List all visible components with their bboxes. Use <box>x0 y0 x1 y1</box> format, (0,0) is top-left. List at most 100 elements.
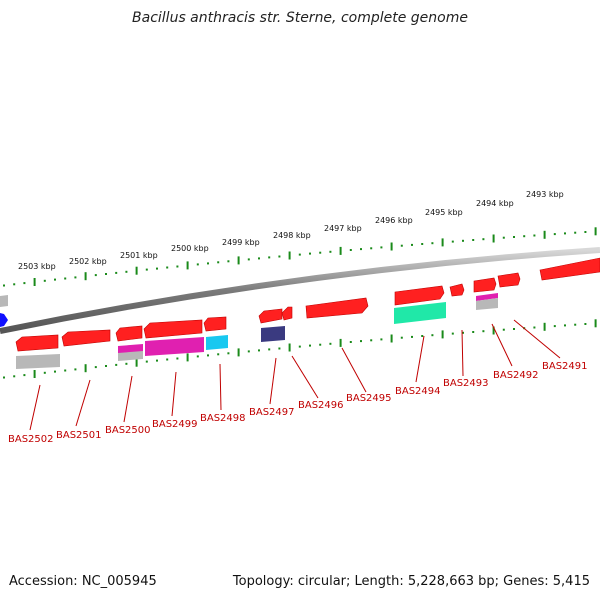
scale-track-inner <box>3 319 597 379</box>
minor-tick <box>268 256 271 259</box>
minor-tick <box>574 231 577 234</box>
accession-label: Accession: NC_005945 <box>9 574 157 589</box>
minor-tick <box>533 234 536 237</box>
minor-tick <box>258 349 260 352</box>
minor-tick <box>196 263 199 266</box>
major-tick <box>135 266 138 275</box>
feature-bar <box>476 298 498 310</box>
gene-labels: BAS2502 BAS2501 BAS2500 BAS2499 BAS2498 … <box>8 361 588 445</box>
genome-backbone <box>0 247 600 334</box>
scale-label: 2493 kbp <box>526 190 564 199</box>
scale-label: 2499 kbp <box>222 238 260 247</box>
major-tick <box>237 348 240 357</box>
major-tick <box>543 230 546 239</box>
minor-tick <box>553 325 556 328</box>
gene-label: BAS2494 <box>395 386 441 397</box>
blue-feature <box>0 313 8 327</box>
minor-tick <box>523 235 526 238</box>
map-title: Bacillus anthracis str. Sterne, complete… <box>132 10 468 26</box>
cds-arrow <box>258 308 283 324</box>
minor-tick <box>462 239 464 242</box>
cds-arrow <box>539 257 600 281</box>
major-tick <box>33 370 36 378</box>
major-tick <box>441 330 444 339</box>
minor-tick <box>94 366 97 369</box>
minor-tick <box>43 371 46 374</box>
cds-arrow <box>143 319 203 339</box>
minor-tick <box>278 255 281 258</box>
gene-label: BAS2496 <box>298 400 344 411</box>
minor-tick <box>74 276 77 279</box>
minor-tick <box>207 262 209 265</box>
cds-arrow <box>473 277 497 293</box>
annotation-bars <box>16 293 498 369</box>
minor-tick <box>584 231 587 233</box>
minor-tick <box>105 365 107 367</box>
minor-tick <box>513 328 515 330</box>
minor-tick <box>533 326 536 329</box>
minor-tick <box>349 249 352 251</box>
minor-tick <box>217 261 220 264</box>
gene-label: BAS2492 <box>493 370 539 381</box>
scale-label: 2496 kbp <box>375 216 413 225</box>
feature-bar <box>16 354 60 369</box>
minor-tick <box>564 232 566 235</box>
minor-tick <box>400 336 403 339</box>
major-tick <box>186 261 189 270</box>
cds-arrow <box>0 295 8 307</box>
scale-labels: 2503 kbp 2502 kbp 2501 kbp 2500 kbp 2499… <box>18 190 564 271</box>
minor-tick <box>431 334 434 337</box>
minor-tick <box>207 354 209 357</box>
minor-tick <box>166 266 169 269</box>
genome-stats: Topology: circular; Length: 5,228,663 bp… <box>232 574 590 589</box>
minor-tick <box>319 343 322 346</box>
minor-tick <box>176 265 179 268</box>
minor-tick <box>319 251 322 254</box>
scale-label: 2502 kbp <box>69 257 107 266</box>
major-tick <box>84 272 87 281</box>
minor-tick <box>64 277 67 280</box>
minor-tick <box>13 283 16 286</box>
minor-tick <box>349 341 352 343</box>
minor-tick <box>553 233 556 236</box>
scale-label: 2494 kbp <box>476 199 514 208</box>
minor-tick <box>564 324 566 327</box>
callout-lines <box>29 319 561 431</box>
scale-label: 2501 kbp <box>120 251 158 260</box>
minor-tick <box>584 323 587 325</box>
minor-tick <box>502 236 505 239</box>
major-tick <box>339 246 342 255</box>
cds-arrow <box>281 306 293 321</box>
minor-tick <box>370 247 373 250</box>
major-tick <box>390 242 393 251</box>
minor-tick <box>196 355 199 358</box>
minor-tick <box>329 342 332 345</box>
minor-tick <box>574 323 577 326</box>
gene-label: BAS2493 <box>443 378 489 389</box>
minor-tick <box>156 267 158 270</box>
feature-bar <box>261 326 285 342</box>
minor-tick <box>411 335 413 338</box>
gene-label: BAS2501 <box>56 430 102 441</box>
minor-tick <box>421 243 424 245</box>
minor-tick <box>513 236 515 238</box>
major-tick <box>492 234 495 243</box>
minor-tick <box>115 363 118 366</box>
feature-bar <box>118 351 143 361</box>
minor-tick <box>472 331 475 333</box>
major-tick <box>288 343 291 352</box>
scale-label: 2498 kbp <box>273 231 311 240</box>
gene-label: BAS2495 <box>346 393 392 404</box>
minor-tick <box>145 360 148 363</box>
minor-tick <box>380 246 383 249</box>
cds-arrow <box>305 297 369 319</box>
cds-arrow <box>115 325 143 342</box>
forward-features <box>0 257 600 319</box>
cds-arrow <box>61 329 111 347</box>
major-tick <box>441 238 444 247</box>
feature-bar <box>206 335 228 350</box>
minor-tick <box>227 260 230 263</box>
minor-tick <box>166 358 169 361</box>
feature-bar <box>145 337 204 356</box>
